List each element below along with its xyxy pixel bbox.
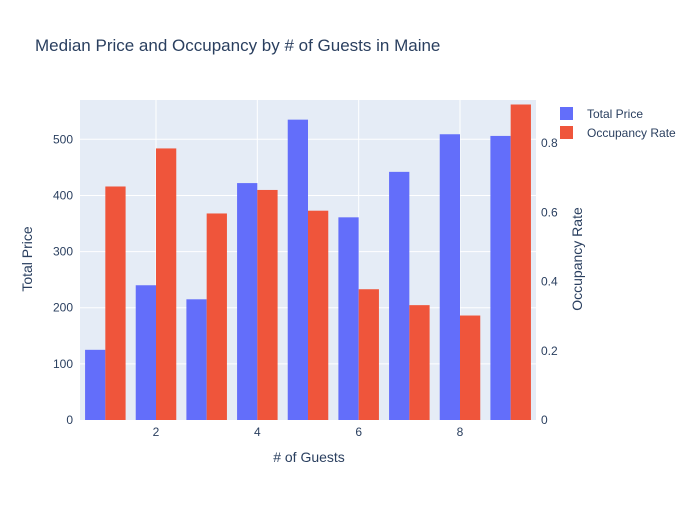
legend-label-occupancy-rate: Occupancy Rate <box>587 126 676 140</box>
bar-occupancy-rate-3[interactable] <box>206 213 227 420</box>
bar-occupancy-rate-8[interactable] <box>460 315 481 420</box>
legend-label-total-price: Total Price <box>587 107 643 121</box>
y-tick-label: 500 <box>53 132 73 146</box>
bar-total-price-1[interactable] <box>85 349 106 420</box>
y-axis-ticks: 0 100 200 300 400 500 <box>53 132 73 427</box>
bars-layer <box>85 104 531 421</box>
y-tick-label: 100 <box>53 357 73 371</box>
bar-occupancy-rate-7[interactable] <box>409 305 430 420</box>
y-tick-label: 400 <box>53 188 73 202</box>
x-axis-title: # of Guests <box>273 449 345 465</box>
y-tick-label: 300 <box>53 245 73 259</box>
bar-total-price-5[interactable] <box>287 119 308 421</box>
y-axis-title: Total Price <box>19 226 35 292</box>
bar-occupancy-rate-9[interactable] <box>510 104 531 421</box>
bar-occupancy-rate-6[interactable] <box>358 289 379 420</box>
legend-swatch-occupancy-rate <box>560 126 573 139</box>
bar-total-price-2[interactable] <box>135 285 156 420</box>
bar-occupancy-rate-4[interactable] <box>257 189 278 420</box>
y-tick-label: 200 <box>53 301 73 315</box>
x-tick-label: 4 <box>254 425 261 439</box>
x-tick-label: 2 <box>153 425 160 439</box>
y2-tick-label: 0 <box>541 413 548 427</box>
bar-total-price-8[interactable] <box>439 134 460 420</box>
x-tick-label: 8 <box>457 425 464 439</box>
bar-occupancy-rate-2[interactable] <box>156 148 177 420</box>
bar-occupancy-rate-1[interactable] <box>105 186 126 420</box>
bar-total-price-9[interactable] <box>490 135 511 420</box>
legend-item-occupancy-rate[interactable]: Occupancy Rate <box>560 126 676 140</box>
bar-occupancy-rate-5[interactable] <box>308 210 329 420</box>
y2-tick-label: 0.4 <box>541 275 558 289</box>
y2-axis-ticks: 0 0.2 0.4 0.6 0.8 <box>541 136 558 427</box>
bar-total-price-4[interactable] <box>237 183 258 420</box>
y-tick-label: 0 <box>66 413 73 427</box>
chart-title: Median Price and Occupancy by # of Guest… <box>35 36 440 55</box>
legend[interactable]: Total Price Occupancy Rate <box>560 107 676 140</box>
y2-axis-title: Occupancy Rate <box>569 207 585 311</box>
x-tick-label: 6 <box>355 425 362 439</box>
bar-total-price-6[interactable] <box>338 217 359 420</box>
legend-item-total-price[interactable]: Total Price <box>560 107 643 121</box>
legend-swatch-total-price <box>560 107 573 120</box>
bar-total-price-3[interactable] <box>186 299 207 420</box>
y2-tick-label: 0.6 <box>541 205 558 219</box>
bar-total-price-7[interactable] <box>389 171 410 420</box>
x-axis-ticks: 2 4 6 8 <box>153 425 464 439</box>
y2-tick-label: 0.8 <box>541 136 558 150</box>
y2-tick-label: 0.2 <box>541 344 558 358</box>
